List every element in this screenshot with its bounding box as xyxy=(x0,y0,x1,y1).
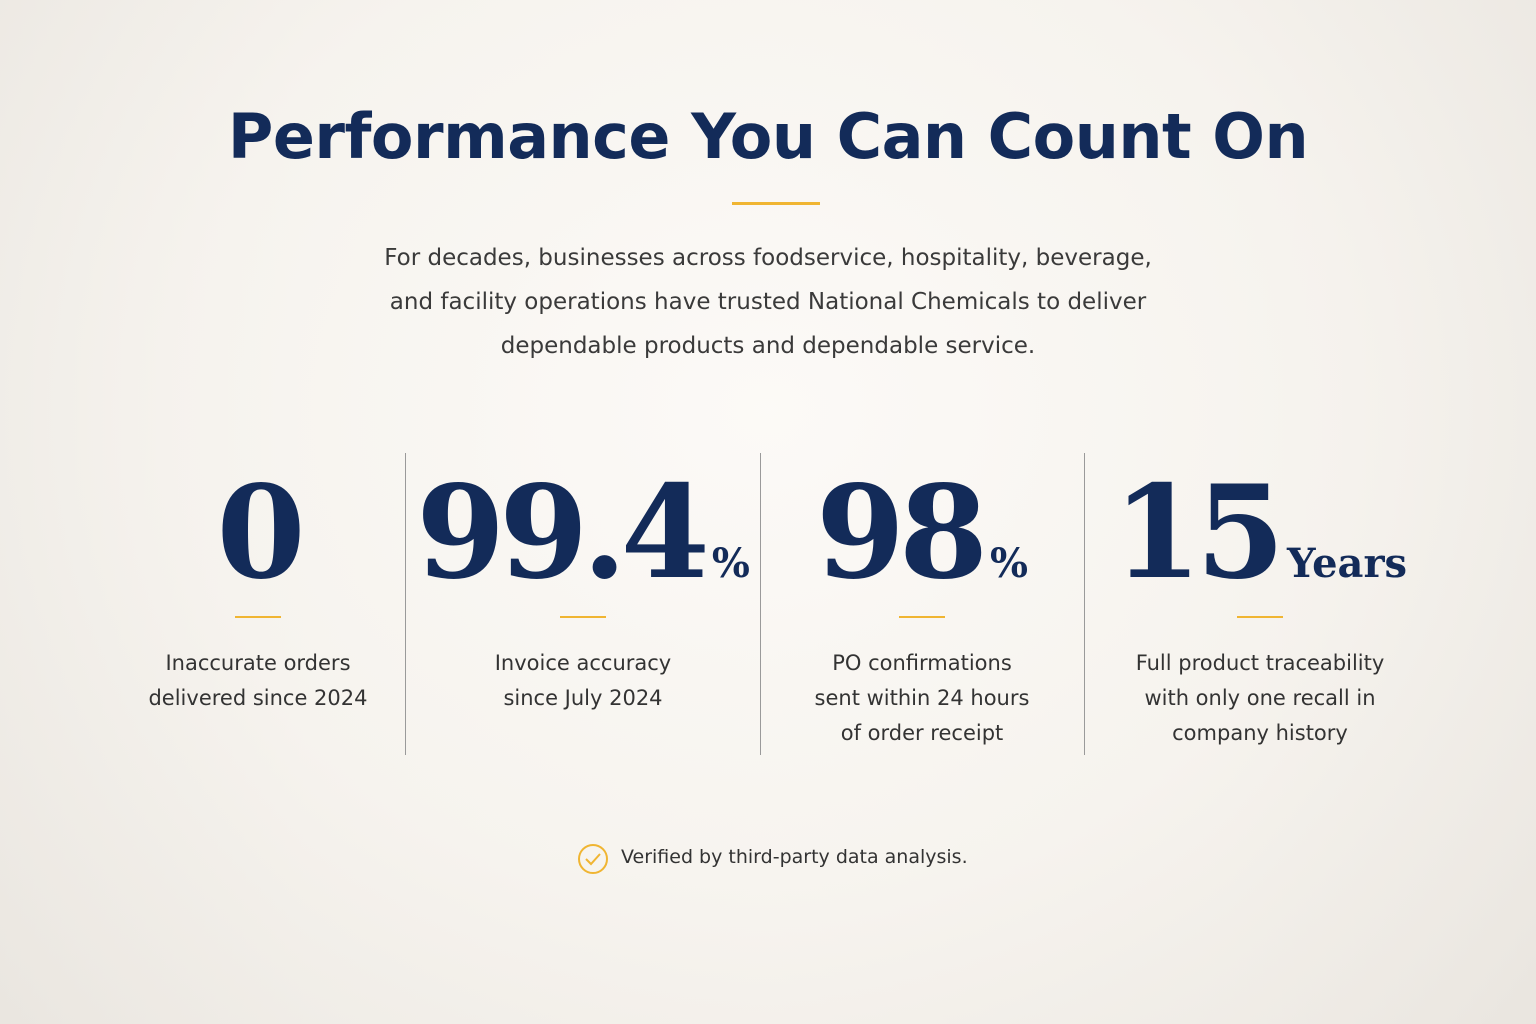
divider xyxy=(1084,453,1085,755)
stat: 98% PO confirmations sent within 24 hours o… xyxy=(752,458,1092,745)
intro-line: For decades, businesses across foodservi… xyxy=(384,245,1152,271)
stat-label-line: Full product traceability xyxy=(1135,651,1385,675)
stat-value: 98 xyxy=(815,458,988,608)
stat-figure: 0 xyxy=(88,458,428,608)
stat-figure: 15 Years xyxy=(1090,458,1430,608)
intro: For decades, businesses across foodservi… xyxy=(268,236,1268,368)
stat: 99.4% Invoice accuracy since July 2024 xyxy=(413,458,753,710)
stat-underline xyxy=(1237,616,1283,618)
stat-label-line: sent within 24 hours xyxy=(814,686,1030,710)
stat: 0 Inaccurate orders delivered since 2024 xyxy=(88,458,428,710)
stat-unit: % xyxy=(711,540,750,587)
title: Performance You Can Count On xyxy=(227,100,1309,173)
stat-underline xyxy=(560,616,606,618)
stat-value: 0 xyxy=(216,458,305,608)
stat-label: Inaccurate orders delivered since 2024 xyxy=(88,646,428,716)
divider xyxy=(760,453,761,755)
stat-value: 15 xyxy=(1112,458,1285,608)
stat-underline xyxy=(235,616,281,618)
stat-label-line: since July 2024 xyxy=(503,686,663,710)
stat-value: 99.4 xyxy=(416,458,710,608)
stat-unit: Years xyxy=(1287,540,1408,587)
divider xyxy=(405,453,406,755)
stat-label: Full product traceability with only one r… xyxy=(1090,646,1430,751)
stat-unit: % xyxy=(990,540,1029,587)
stat-label-line: of order receipt xyxy=(840,721,1004,745)
stat-figure: 99.4% xyxy=(413,458,753,608)
stat-figure: 98% xyxy=(752,458,1092,608)
stat: 15 Years Full product traceability with onl… xyxy=(1090,458,1430,745)
title-underline xyxy=(732,202,820,205)
stat-underline xyxy=(899,616,945,618)
stat-label-line: PO confirmations xyxy=(832,651,1012,675)
stat-label-line: with only one recall in xyxy=(1144,686,1376,710)
intro-line: and facility operations have trusted Nat… xyxy=(389,289,1147,315)
stat-label: PO confirmations sent within 24 hours of o… xyxy=(752,646,1092,751)
stat-label-line: Inaccurate orders xyxy=(165,651,351,675)
stat-label-line: delivered since 2024 xyxy=(148,686,368,710)
footer-note: Verified by third-party data analysis. xyxy=(621,846,968,868)
stat-label: Invoice accuracy since July 2024 xyxy=(413,646,753,716)
check-icon xyxy=(578,844,608,874)
intro-line: dependable products and dependable servi… xyxy=(500,333,1036,359)
stat-label-line: company history xyxy=(1172,721,1348,745)
stat-label-line: Invoice accuracy xyxy=(494,651,672,675)
